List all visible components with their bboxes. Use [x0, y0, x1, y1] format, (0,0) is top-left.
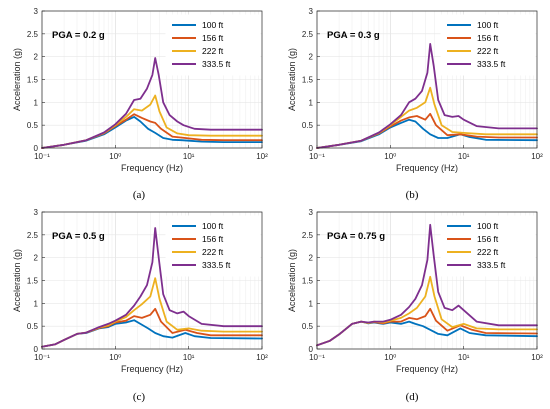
- legend-label: 156 ft: [202, 234, 224, 244]
- legend-label: 222 ft: [202, 46, 224, 56]
- legend-label: 333.5 ft: [202, 260, 231, 270]
- y-tick-label: 1.5: [27, 277, 39, 286]
- x-axis-label: Frequency (Hz): [396, 163, 458, 173]
- y-tick-label: 2: [34, 53, 39, 62]
- figure-caption: (c): [133, 391, 146, 403]
- x-tick-label: 10⁰: [109, 353, 121, 362]
- y-axis-label: Acceleration (g): [12, 48, 22, 111]
- x-tick-label: 10¹: [458, 152, 470, 161]
- figure-caption: (d): [406, 391, 419, 403]
- legend: 100 ft 156 ft 222 ft 333.5 ft: [440, 215, 536, 277]
- x-tick-label: 10¹: [458, 353, 470, 362]
- y-axis-label: Acceleration (g): [287, 48, 297, 111]
- chart-panel-a: 0 0.5 1 1.5 2 2.5 3 10⁻¹ 10⁰ 10¹ 10² Frequency (Hz)…: [12, 7, 268, 173]
- legend-label: 333.5 ft: [477, 59, 506, 69]
- legend-label: 100 ft: [202, 221, 224, 231]
- y-tick-label: 2: [309, 254, 314, 263]
- x-tick-label: 10²: [256, 353, 268, 362]
- legend-label: 222 ft: [477, 247, 499, 257]
- y-tick-label: 0: [309, 144, 314, 153]
- legend-label: 100 ft: [202, 20, 224, 30]
- legend-label: 156 ft: [477, 33, 499, 43]
- y-tick-label: 1.5: [27, 76, 39, 85]
- x-tick-label: 10⁰: [109, 152, 121, 161]
- y-tick-label: 1.5: [302, 76, 314, 85]
- legend-label: 100 ft: [477, 221, 499, 231]
- legend-label: 156 ft: [202, 33, 224, 43]
- series-line-333.5-ft: [316, 223, 538, 347]
- y-tick-label: 0.5: [27, 121, 39, 130]
- legend-label: 333.5 ft: [202, 59, 231, 69]
- x-tick-label: 10⁰: [384, 152, 396, 161]
- legend-label: 222 ft: [202, 247, 224, 257]
- chart-panel-c: 0 0.5 1 1.5 2 2.5 3 10⁻¹ 10⁰ 10¹ 10² Frequency (Hz)…: [12, 208, 268, 374]
- x-tick-label: 10²: [256, 152, 268, 161]
- y-tick-label: 2.5: [27, 30, 39, 39]
- y-tick-label: 2.5: [27, 231, 39, 240]
- legend-label: 100 ft: [477, 20, 499, 30]
- series-line-333.5-ft: [41, 57, 263, 149]
- x-tick-label: 10⁻¹: [309, 152, 325, 161]
- legend: 100 ft 156 ft 222 ft 333.5 ft: [165, 215, 261, 277]
- legend: 100 ft 156 ft 222 ft 333.5 ft: [165, 14, 261, 76]
- x-tick-label: 10²: [531, 353, 543, 362]
- y-tick-label: 1.5: [302, 277, 314, 286]
- y-tick-label: 1: [34, 299, 39, 308]
- x-axis-label: Frequency (Hz): [121, 364, 183, 374]
- x-tick-label: 10¹: [183, 152, 195, 161]
- y-tick-label: 2: [309, 53, 314, 62]
- y-axis-label: Acceleration (g): [12, 249, 22, 312]
- y-tick-label: 1: [309, 299, 314, 308]
- pga-annotation: PGA = 0.5 g: [52, 231, 105, 242]
- x-tick-label: 10⁻¹: [34, 152, 50, 161]
- pga-annotation: PGA = 0.75 g: [327, 231, 385, 242]
- chart-panel-b: 0 0.5 1 1.5 2 2.5 3 10⁻¹ 10⁰ 10¹ 10² Frequency (Hz)…: [287, 7, 543, 173]
- x-axis-label: Frequency (Hz): [396, 364, 458, 374]
- y-tick-label: 2: [34, 254, 39, 263]
- legend: 100 ft 156 ft 222 ft 333.5 ft: [440, 14, 536, 76]
- legend-label: 333.5 ft: [477, 260, 506, 270]
- series-line-333.5-ft: [316, 43, 538, 149]
- y-tick-label: 3: [34, 208, 39, 217]
- legend-label: 156 ft: [477, 234, 499, 244]
- y-tick-label: 2.5: [302, 231, 314, 240]
- x-tick-label: 10²: [531, 152, 543, 161]
- figure-caption: (b): [406, 189, 419, 201]
- x-tick-label: 10¹: [183, 353, 195, 362]
- pga-annotation: PGA = 0.2 g: [52, 30, 105, 41]
- y-tick-label: 0: [34, 345, 39, 354]
- y-tick-label: 1: [309, 98, 314, 107]
- legend-label: 222 ft: [477, 46, 499, 56]
- y-tick-label: 0.5: [302, 121, 314, 130]
- pga-annotation: PGA = 0.3 g: [327, 30, 380, 41]
- y-tick-label: 1: [34, 98, 39, 107]
- figure-caption: (a): [133, 189, 146, 201]
- x-tick-label: 10⁰: [384, 353, 396, 362]
- y-axis-label: Acceleration (g): [287, 249, 297, 312]
- x-tick-label: 10⁻¹: [34, 353, 50, 362]
- y-tick-label: 0.5: [302, 322, 314, 331]
- y-tick-label: 3: [34, 7, 39, 16]
- y-tick-label: 2.5: [302, 30, 314, 39]
- chart-panel-d: 0 0.5 1 1.5 2 2.5 3 10⁻¹ 10⁰ 10¹ 10² Frequency (Hz)…: [287, 208, 543, 374]
- series-line-333.5-ft: [41, 227, 263, 348]
- y-tick-label: 0.5: [27, 322, 39, 331]
- y-tick-label: 0: [309, 345, 314, 354]
- x-tick-label: 10⁻¹: [309, 353, 325, 362]
- y-tick-label: 3: [309, 7, 314, 16]
- y-tick-label: 3: [309, 208, 314, 217]
- x-axis-label: Frequency (Hz): [121, 163, 183, 173]
- y-tick-label: 0: [34, 144, 39, 153]
